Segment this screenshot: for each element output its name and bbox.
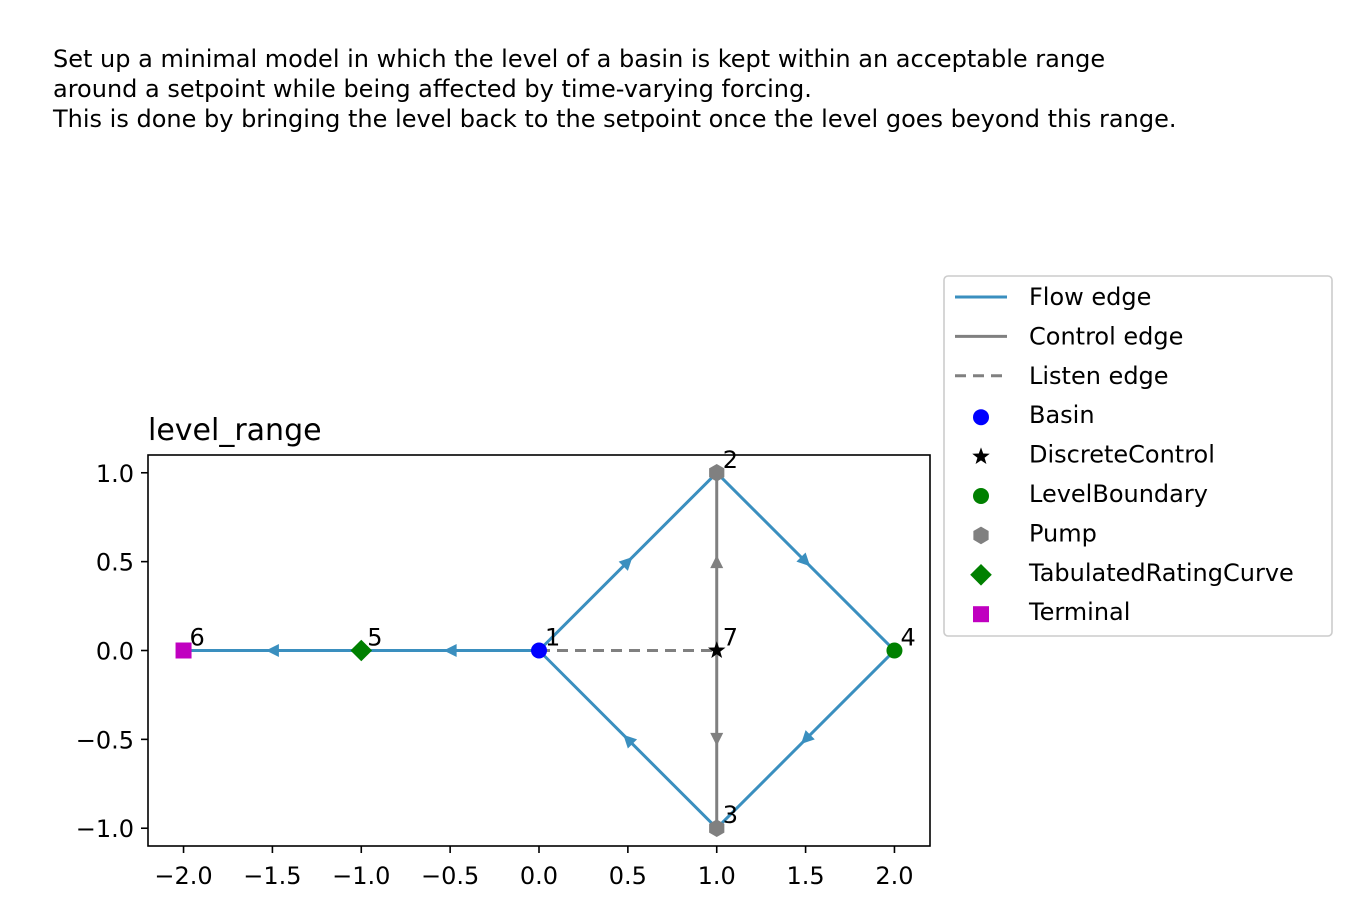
node-pump: [709, 463, 725, 482]
edge-arrow: [796, 552, 811, 567]
node-pump: [709, 819, 725, 838]
node-id-label: 6: [190, 624, 205, 652]
edge-arrow: [800, 730, 815, 744]
node-labels-layer: 1 2 3 4 5 6 7: [190, 446, 916, 829]
node-discretecontrol: [707, 641, 726, 658]
legend-frame: [943, 275, 1333, 637]
nodes-layer: [175, 463, 903, 838]
legend-marker-swatch: [973, 606, 989, 623]
edge-arrow: [443, 644, 457, 657]
x-tick-label: 1.0: [698, 862, 736, 890]
chart-title: level_range: [148, 413, 322, 448]
edge-arrow: [265, 644, 279, 657]
legend-marker-swatch: [973, 488, 989, 504]
x-tick-label: −1.0: [332, 862, 390, 890]
node-id-label: 1: [545, 624, 560, 652]
legend-marker-swatch: [970, 564, 992, 586]
y-tick-label: 0.5: [96, 549, 134, 577]
legend-marker-swatch: [973, 409, 989, 426]
x-tick-label: 0.0: [520, 862, 558, 890]
x-tick-label: 2.0: [875, 862, 913, 890]
legend: Flow edge Control edge Listen edge Basin Dis…: [943, 275, 1333, 637]
node-id-label: 3: [723, 801, 738, 829]
description-line-2: around a setpoint while being affected b…: [53, 75, 812, 103]
x-tick-label: 0.5: [609, 862, 647, 890]
axes-ticks: −2.0 −1.5 −1.0 −0.5 0.0 0.5 1.0 1.5 2.0 1.0 0.5 0.0…: [76, 460, 914, 890]
legend-marker-swatch: [973, 526, 989, 545]
legend-marker-swatch: [972, 447, 990, 465]
legend-entry-label: Terminal: [1028, 598, 1130, 626]
node-id-label: 2: [723, 446, 738, 474]
node-levelboundary: [886, 642, 903, 659]
edge-arrow: [710, 555, 724, 569]
node-tabulatedratingcurve: [350, 639, 373, 662]
legend-entry-label: Listen edge: [1029, 362, 1169, 390]
description-line-3: This is done by bringing the level back …: [53, 105, 1177, 133]
x-tick-label: −2.0: [154, 862, 212, 890]
node-id-label: 7: [723, 624, 738, 652]
edges-layer: [183, 471, 896, 830]
y-tick-label: −1.0: [76, 815, 134, 843]
legend-entry-label: LevelBoundary: [1029, 480, 1208, 508]
node-basin: [531, 642, 547, 659]
node-id-label: 4: [900, 624, 915, 652]
legend-entry-label: TabulatedRatingCurve: [1028, 559, 1294, 587]
node-terminal: [175, 642, 192, 659]
legend-entry-label: Basin: [1029, 401, 1095, 429]
edge-arrow: [618, 557, 633, 571]
y-tick-label: 1.0: [96, 460, 134, 488]
legend-entry-label: Control edge: [1029, 322, 1183, 350]
edge-arrow: [710, 732, 724, 746]
legend-entry-label: DiscreteControl: [1029, 441, 1215, 469]
description-line-1: Set up a minimal model in which the leve…: [53, 45, 1106, 73]
legend-entry-label: Pump: [1029, 519, 1097, 547]
x-tick-label: −1.5: [243, 862, 301, 890]
node-id-label: 5: [367, 624, 382, 652]
edge-arrow: [623, 734, 638, 749]
y-tick-label: −0.5: [76, 726, 134, 754]
x-tick-label: 1.5: [787, 862, 825, 890]
legend-entry-label: Flow edge: [1029, 283, 1151, 311]
description-text: Set up a minimal model in which the leve…: [53, 44, 1176, 134]
y-tick-label: 0.0: [96, 638, 134, 666]
x-tick-label: −0.5: [421, 862, 479, 890]
